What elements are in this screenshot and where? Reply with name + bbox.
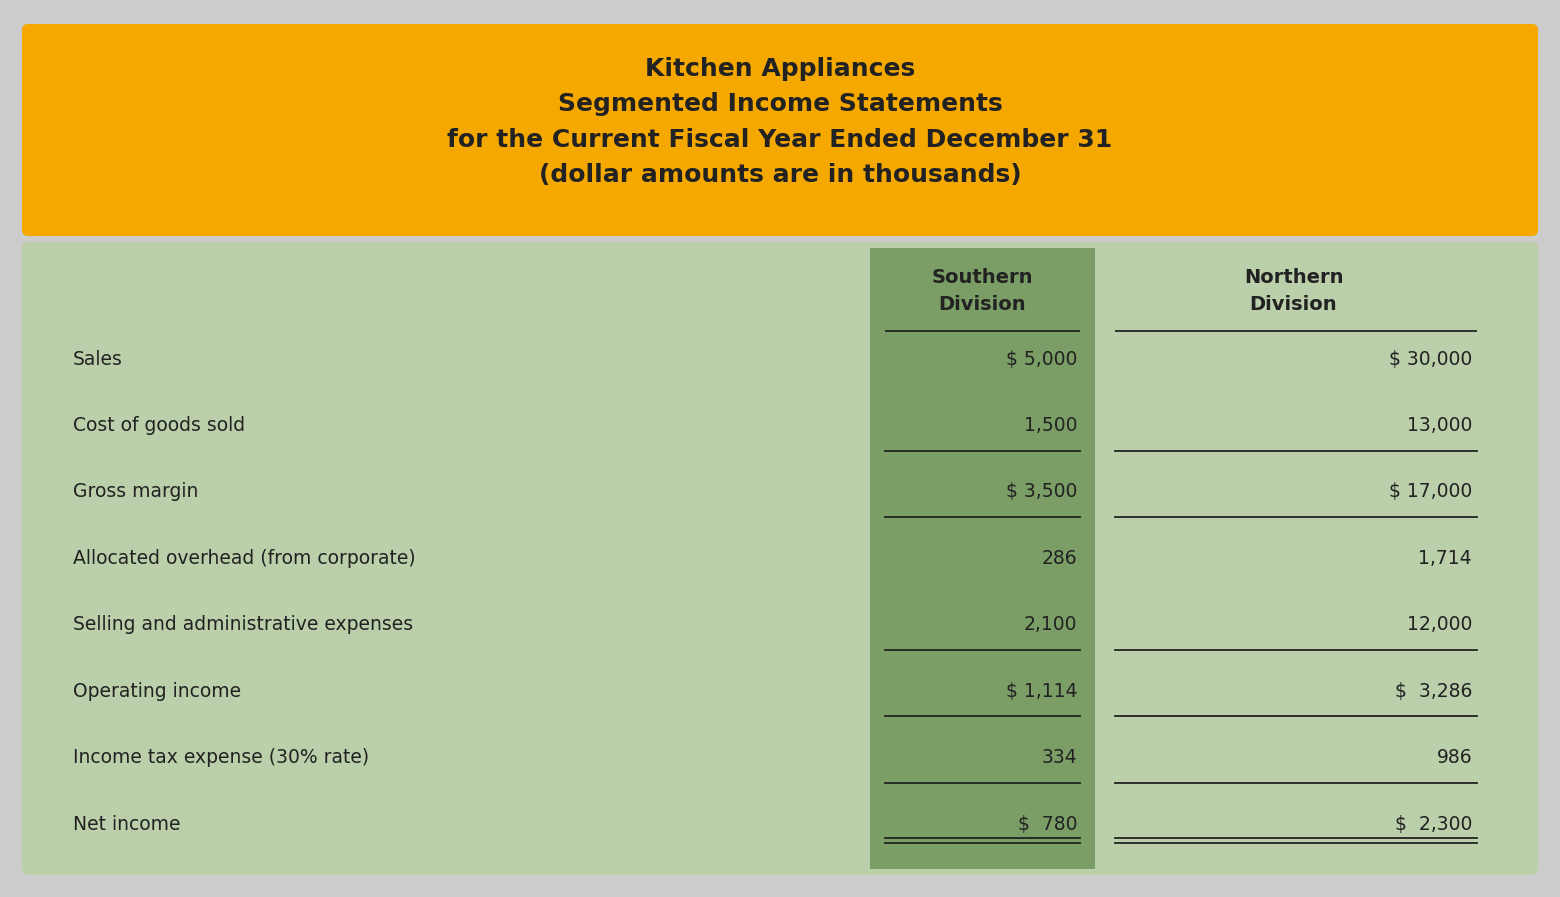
Text: $ 1,114: $ 1,114 [1006,682,1076,701]
Text: Cost of goods sold: Cost of goods sold [73,416,245,435]
Text: 2,100: 2,100 [1023,615,1076,634]
Text: $  780: $ 780 [1017,814,1076,833]
FancyBboxPatch shape [22,24,1538,236]
Text: $  2,300: $ 2,300 [1395,814,1473,833]
Text: $ 17,000: $ 17,000 [1388,483,1473,501]
Text: 1,500: 1,500 [1023,416,1076,435]
Text: $  3,286: $ 3,286 [1395,682,1473,701]
Text: Northern
Division: Northern Division [1243,268,1343,313]
Text: 12,000: 12,000 [1407,615,1473,634]
Text: $ 3,500: $ 3,500 [1006,483,1076,501]
Text: 334: 334 [1041,748,1076,767]
Text: 13,000: 13,000 [1407,416,1473,435]
Text: Selling and administrative expenses: Selling and administrative expenses [73,615,413,634]
Bar [870,248,1095,869]
Text: 1,714: 1,714 [1418,549,1473,568]
FancyBboxPatch shape [22,242,1538,875]
Text: 986: 986 [1437,748,1473,767]
Text: Kitchen Appliances
Segmented Income Statements
for the Current Fiscal Year Ended: Kitchen Appliances Segmented Income Stat… [448,57,1112,187]
Text: $ 30,000: $ 30,000 [1388,350,1473,369]
Text: 286: 286 [1042,549,1076,568]
Text: Operating income: Operating income [73,682,242,701]
Text: Net income: Net income [73,814,181,833]
Text: Allocated overhead (from corporate): Allocated overhead (from corporate) [73,549,415,568]
Text: Gross margin: Gross margin [73,483,198,501]
Text: $ 5,000: $ 5,000 [1006,350,1076,369]
Text: Southern
Division: Southern Division [931,268,1033,313]
Text: Sales: Sales [73,350,123,369]
Text: Income tax expense (30% rate): Income tax expense (30% rate) [73,748,370,767]
